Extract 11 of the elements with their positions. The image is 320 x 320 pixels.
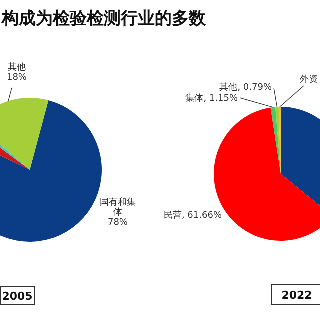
text: 2005 xyxy=(2,290,33,303)
slice-label: 国有和集体 xyxy=(100,197,136,218)
slice-label: 外资 xyxy=(300,74,318,85)
slice-label: 集体, 1.15% xyxy=(186,93,238,104)
slice-label: 其他, 0.79% xyxy=(220,82,272,93)
chart-title: 构成为检验检测行业的多数 xyxy=(1,9,207,29)
text: 2022 xyxy=(282,289,312,302)
data-label: 18% xyxy=(6,73,28,83)
data-label: 78% xyxy=(108,218,128,228)
slice-label: 其他 xyxy=(8,62,26,73)
slice-label: 民营, 61.66% xyxy=(164,210,222,221)
